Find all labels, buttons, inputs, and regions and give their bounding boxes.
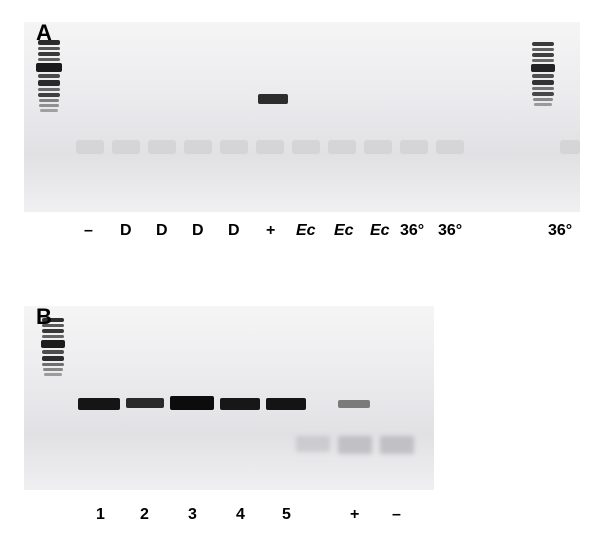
lane-well xyxy=(256,140,284,154)
dna-ladder xyxy=(34,40,64,114)
pcr-band xyxy=(126,398,164,408)
lane-label: 3 xyxy=(188,506,197,524)
lane-label: 5 xyxy=(282,506,291,524)
lane-label: Ec xyxy=(296,222,316,240)
ladder-band xyxy=(38,47,60,50)
ladder-band xyxy=(38,80,60,86)
lane-well xyxy=(328,140,356,154)
primer-dimer-smear xyxy=(338,436,372,454)
lane-label: D xyxy=(192,222,204,240)
ladder-band xyxy=(36,63,62,72)
lane-label: D xyxy=(156,222,168,240)
ladder-band xyxy=(532,59,554,62)
dna-ladder xyxy=(528,42,558,108)
lane-well xyxy=(364,140,392,154)
ladder-band xyxy=(38,88,60,91)
lane-label: Ec xyxy=(334,222,354,240)
ladder-band xyxy=(532,48,554,51)
lane-well xyxy=(292,140,320,154)
pcr-band xyxy=(266,398,306,410)
ladder-band xyxy=(38,52,60,56)
ladder-band xyxy=(532,80,554,85)
lane-label: 36° xyxy=(548,222,572,240)
ladder-band xyxy=(42,356,64,361)
lane-label: – xyxy=(392,506,401,524)
lane-well xyxy=(220,140,248,154)
ladder-band xyxy=(42,363,64,366)
ladder-band xyxy=(43,368,63,371)
ladder-band xyxy=(38,58,60,61)
lane-label: D xyxy=(228,222,240,240)
pcr-band xyxy=(338,400,370,408)
ladder-band xyxy=(531,64,555,72)
ladder-band xyxy=(40,109,58,112)
lane-label: Ec xyxy=(370,222,390,240)
lane-label: + xyxy=(350,506,359,524)
pcr-band xyxy=(78,398,120,410)
lane-label: – xyxy=(84,222,93,240)
pcr-band-positive xyxy=(258,94,288,104)
ladder-band xyxy=(39,99,59,102)
ladder-band xyxy=(532,87,554,90)
ladder-band xyxy=(532,74,554,78)
ladder-band xyxy=(534,103,552,106)
pcr-band xyxy=(220,398,260,410)
ladder-band xyxy=(42,335,64,338)
lane-label: + xyxy=(266,222,275,240)
ladder-band xyxy=(41,340,65,348)
lane-well xyxy=(148,140,176,154)
lane-label: D xyxy=(120,222,132,240)
pcr-band xyxy=(170,396,214,410)
ladder-band xyxy=(532,42,554,46)
ladder-band xyxy=(39,104,59,107)
lane-label: 1 xyxy=(96,506,105,524)
gel-image-a xyxy=(24,22,580,212)
lane-well xyxy=(560,140,580,154)
panel-label-a: A xyxy=(36,20,52,46)
lane-well xyxy=(436,140,464,154)
lane-label: 36° xyxy=(438,222,462,240)
lane-well xyxy=(400,140,428,154)
lane-label: 2 xyxy=(140,506,149,524)
ladder-band xyxy=(532,53,554,57)
lane-well xyxy=(184,140,212,154)
lane-well xyxy=(76,140,104,154)
ladder-band xyxy=(38,93,60,97)
primer-dimer-smear xyxy=(296,436,330,452)
ladder-band xyxy=(42,350,64,354)
primer-dimer-smear xyxy=(380,436,414,454)
gel-image-b xyxy=(24,306,434,490)
ladder-band xyxy=(38,74,60,78)
lane-label: 4 xyxy=(236,506,245,524)
lane-well xyxy=(112,140,140,154)
panel-label-b: B xyxy=(36,304,52,330)
ladder-band xyxy=(44,373,62,376)
gel-background-a xyxy=(24,22,580,212)
lane-label: 36° xyxy=(400,222,424,240)
ladder-band xyxy=(533,98,553,101)
ladder-band xyxy=(532,92,554,96)
